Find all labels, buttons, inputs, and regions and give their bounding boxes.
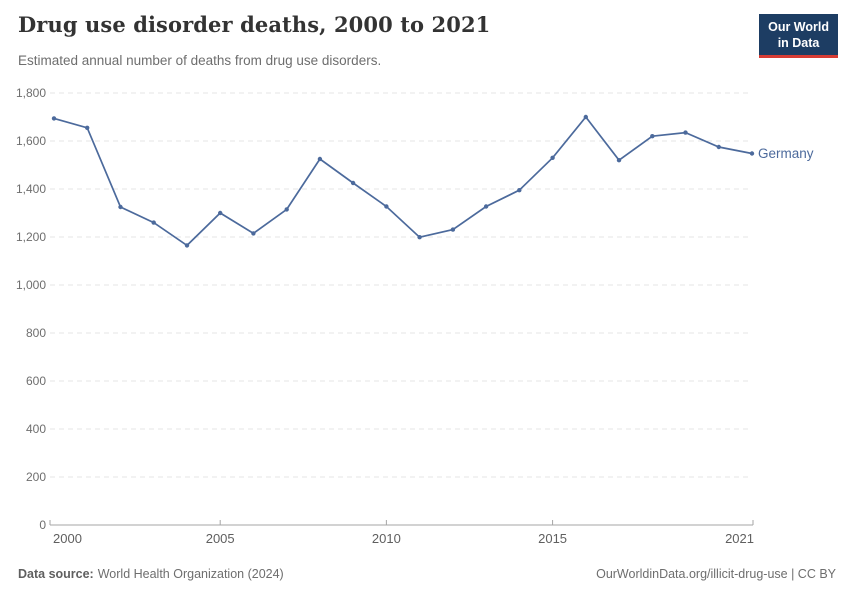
y-axis-tick-label: 1,800 bbox=[16, 86, 46, 100]
owid-logo-line1: Our World bbox=[768, 20, 829, 34]
data-point[interactable] bbox=[51, 116, 57, 121]
x-axis-tick-label: 2005 bbox=[206, 531, 235, 546]
data-point[interactable] bbox=[616, 158, 622, 163]
data-point[interactable] bbox=[118, 204, 123, 210]
y-axis-tick-label: 1,600 bbox=[16, 134, 46, 148]
y-axis-tick-label: 0 bbox=[39, 518, 46, 532]
y-axis-tick-label: 1,400 bbox=[16, 182, 46, 196]
data-point[interactable] bbox=[317, 156, 323, 162]
data-point[interactable] bbox=[85, 125, 90, 130]
data-point[interactable] bbox=[583, 114, 588, 120]
data-point[interactable] bbox=[716, 144, 721, 150]
x-axis-tick-label: 2010 bbox=[372, 531, 401, 546]
data-source: Data source: World Health Organization (2… bbox=[18, 567, 284, 581]
data-point[interactable] bbox=[683, 130, 688, 135]
owid-logo-line2: in Data bbox=[777, 36, 820, 50]
data-point[interactable] bbox=[483, 204, 489, 209]
license-link[interactable]: OurWorldinData.org/illicit-drug-use | CC… bbox=[596, 567, 836, 581]
chart-subtitle: Estimated annual number of deaths from d… bbox=[18, 53, 382, 68]
y-axis-tick-label: 1,200 bbox=[16, 230, 46, 244]
y-axis-tick-label: 800 bbox=[26, 326, 46, 340]
line-chart[interactable]: 0 200 400 600 800 1,000 1,200 1,400 1,600 1,800 20… bbox=[0, 85, 850, 555]
data-point[interactable] bbox=[184, 243, 190, 248]
data-point[interactable] bbox=[350, 180, 356, 186]
data-point[interactable] bbox=[151, 220, 156, 225]
page-title: Drug use disorder deaths, 2000 to 2021 bbox=[18, 12, 491, 37]
x-axis-tick-label: 2000 bbox=[53, 531, 82, 546]
x-axis-tick-label: 2015 bbox=[538, 531, 567, 546]
series-label-germany[interactable]: Germany bbox=[758, 146, 814, 161]
data-point[interactable] bbox=[650, 134, 655, 139]
series-line-germany[interactable] bbox=[53, 115, 753, 247]
data-point[interactable] bbox=[384, 204, 389, 209]
data-point[interactable] bbox=[517, 188, 522, 193]
data-point[interactable] bbox=[284, 207, 289, 212]
data-point[interactable] bbox=[218, 210, 223, 216]
chart-footer: Data source: World Health Organization (2… bbox=[18, 567, 836, 581]
data-source-label: Data source: bbox=[18, 567, 94, 581]
data-point[interactable] bbox=[749, 151, 755, 156]
data-point[interactable] bbox=[450, 227, 456, 232]
data-source-value: World Health Organization (2024) bbox=[97, 567, 284, 581]
data-point[interactable] bbox=[550, 155, 555, 160]
y-axis-tick-label: 1,000 bbox=[16, 278, 46, 292]
data-point[interactable] bbox=[417, 235, 422, 240]
owid-logo: Our World in Data bbox=[759, 14, 838, 58]
y-axis-tick-label: 600 bbox=[26, 374, 46, 388]
y-axis-tick-label: 400 bbox=[26, 422, 46, 436]
data-point[interactable] bbox=[251, 231, 256, 236]
y-axis-tick-label: 200 bbox=[26, 470, 46, 484]
x-axis-tick-label: 2021 bbox=[725, 531, 754, 546]
